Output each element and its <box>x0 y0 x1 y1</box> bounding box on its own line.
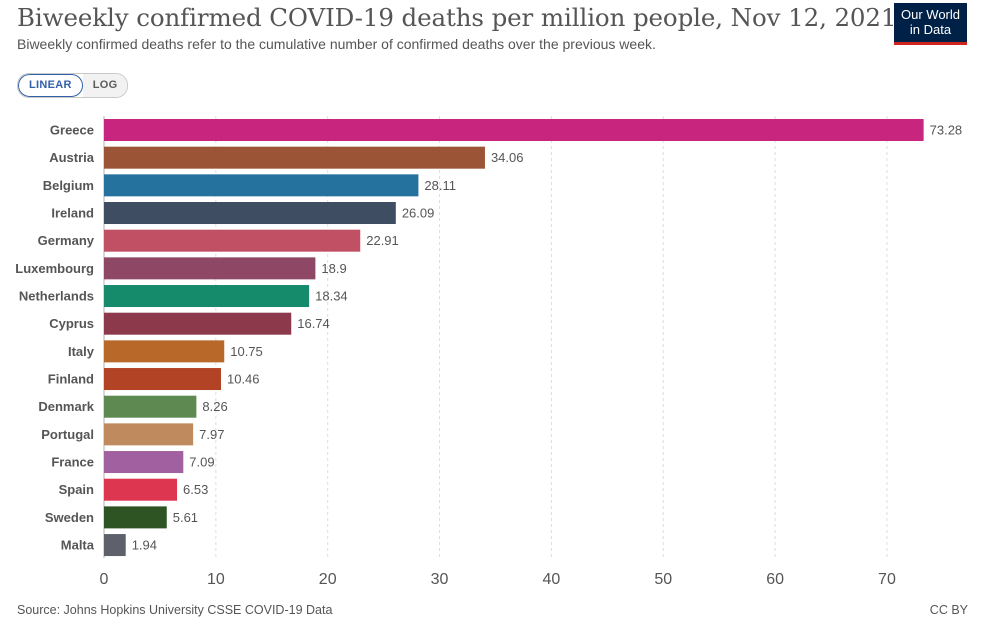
value-label: 10.75 <box>230 344 263 359</box>
bar[interactable] <box>104 423 194 446</box>
category-label: Greece <box>50 123 94 138</box>
value-label: 18.34 <box>315 289 348 304</box>
category-label: Denmark <box>38 399 94 414</box>
bar[interactable] <box>104 312 292 335</box>
value-label: 22.91 <box>366 233 399 248</box>
logo-line-2: in Data <box>909 22 952 37</box>
category-label: Spain <box>59 482 94 497</box>
category-label: Belgium <box>43 178 94 193</box>
value-label: 73.28 <box>930 123 963 138</box>
bar[interactable] <box>104 478 178 501</box>
category-label: France <box>51 455 94 470</box>
value-label: 28.11 <box>424 178 456 193</box>
category-label: Germany <box>38 233 95 248</box>
x-tick-label: 60 <box>766 571 784 588</box>
category-label: Finland <box>48 372 94 387</box>
value-label: 8.26 <box>202 399 227 414</box>
chart-subtitle: Biweekly confirmed deaths refer to the c… <box>17 36 656 52</box>
value-label: 26.09 <box>402 206 435 221</box>
source-note[interactable]: Source: Johns Hopkins University CSSE CO… <box>17 603 333 617</box>
x-tick-label: 50 <box>654 571 672 588</box>
x-tick-label: 10 <box>207 571 225 588</box>
category-label: Netherlands <box>19 289 94 304</box>
category-label: Luxembourg <box>15 261 94 276</box>
license-link[interactable]: CC BY <box>929 603 968 617</box>
bar[interactable] <box>104 395 197 418</box>
x-tick-label: 70 <box>878 571 896 588</box>
category-label: Austria <box>49 150 95 165</box>
category-label: Sweden <box>45 510 94 525</box>
category-label: Ireland <box>51 206 94 221</box>
bar[interactable] <box>104 174 419 197</box>
value-label: 1.94 <box>132 538 157 553</box>
linear-scale-button[interactable]: LINEAR <box>18 74 83 97</box>
bar[interactable] <box>104 285 310 308</box>
value-label: 34.06 <box>491 150 524 165</box>
value-label: 5.61 <box>173 510 198 525</box>
value-label: 7.97 <box>199 427 224 442</box>
owid-logo[interactable]: Our World in Data <box>894 3 967 45</box>
value-label: 16.74 <box>297 316 330 331</box>
bar[interactable] <box>104 202 396 225</box>
x-tick-label: 40 <box>543 571 561 588</box>
bar[interactable] <box>104 451 184 474</box>
bar[interactable] <box>104 257 316 280</box>
bar[interactable] <box>104 534 126 557</box>
bar[interactable] <box>104 368 221 391</box>
x-tick-label: 20 <box>319 571 337 588</box>
category-label: Portugal <box>41 427 94 442</box>
chart-title: Biweekly confirmed COVID-19 deaths per m… <box>17 3 897 32</box>
category-label: Italy <box>68 344 95 359</box>
bar[interactable] <box>104 146 485 169</box>
log-scale-button[interactable]: LOG <box>82 74 128 97</box>
category-label: Malta <box>61 538 95 553</box>
category-label: Cyprus <box>49 316 94 331</box>
bar[interactable] <box>104 340 225 363</box>
scale-toggle: LINEAR LOG <box>17 73 129 98</box>
x-tick-label: 30 <box>431 571 449 588</box>
bar[interactable] <box>104 506 167 529</box>
bar[interactable] <box>104 119 924 141</box>
value-label: 10.46 <box>227 372 260 387</box>
value-label: 7.09 <box>189 455 214 470</box>
value-label: 18.9 <box>321 261 346 276</box>
logo-line-1: Our World <box>901 7 960 22</box>
value-label: 6.53 <box>183 482 208 497</box>
bar[interactable] <box>104 229 361 252</box>
x-tick-label: 0 <box>100 571 109 588</box>
